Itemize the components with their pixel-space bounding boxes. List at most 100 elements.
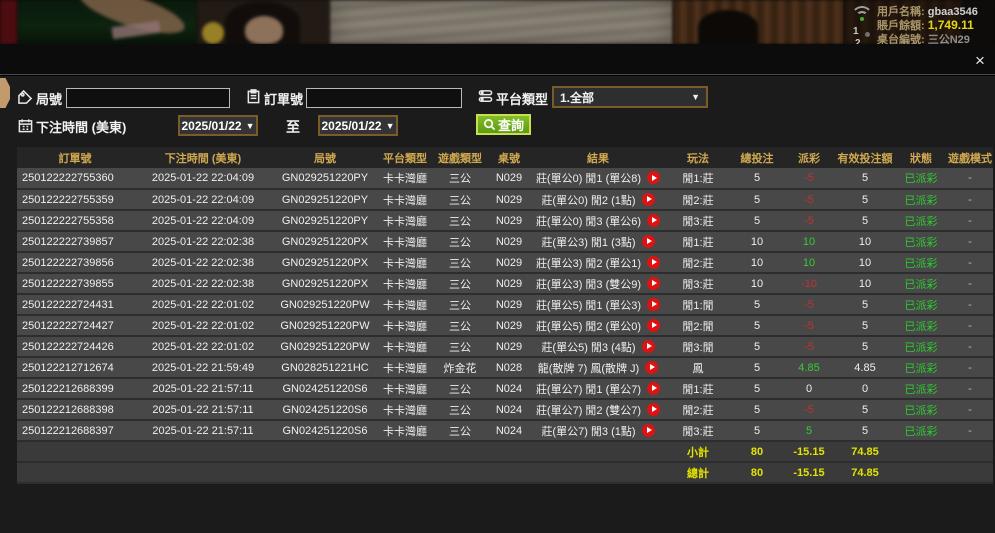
date-from-value: 2025/01/22 xyxy=(181,118,242,133)
play-video-icon[interactable] xyxy=(647,381,661,395)
play-video-icon[interactable] xyxy=(641,423,655,437)
list-marker-2: 2 xyxy=(855,38,861,44)
round-number-label: 局號 xyxy=(36,92,63,107)
table-number-line: 桌台編號: 三公N29 xyxy=(877,31,970,44)
result-text: 莊(單公3) 閒3 (雙公9) xyxy=(535,278,642,291)
bet-time-label: 下注時間 (美東) xyxy=(36,120,127,135)
grand-total-label: 總計 xyxy=(665,462,731,484)
play-video-icon[interactable] xyxy=(641,339,655,353)
column-header: 桌號 xyxy=(487,147,531,168)
play-video-icon[interactable] xyxy=(647,171,661,184)
account-info-panel: 1 2 用戶名稱: gbaa3546 賬戶餘額: 1,749.11 桌台編號: … xyxy=(843,0,995,44)
table-number-label: 桌台編號: xyxy=(877,34,925,44)
dialog-title-band xyxy=(0,44,995,75)
grand-total-payout: -15.15 xyxy=(783,462,835,484)
subtotal-label: 小計 xyxy=(665,441,731,463)
result-text: 莊(單公7) 閒3 (1點) xyxy=(541,425,636,438)
video-wall xyxy=(330,0,673,44)
date-to-picker[interactable]: 2025/01/22 ▼ xyxy=(318,115,398,136)
result-text: 莊(單公3) 閒2 (單公1) xyxy=(535,257,642,270)
username-value: gbaa3546 xyxy=(927,6,978,18)
play-video-icon[interactable] xyxy=(647,255,661,269)
order-number-label: 訂單號 xyxy=(264,92,304,107)
result-text: 莊(單公7) 閒2 (雙公7) xyxy=(535,404,642,417)
dealer-face xyxy=(245,16,283,44)
result-text: 莊(單公0) 閒2 (1點) xyxy=(541,194,636,207)
chevron-down-icon: ▼ xyxy=(385,120,395,131)
balance-line: 賬戶餘額: 1,749.11 xyxy=(877,17,974,33)
bet-record-row: 250122212712674 2025-01-22 21:59:49 GN0282… xyxy=(17,357,993,379)
play-video-icon[interactable] xyxy=(641,192,655,206)
clipboard-icon xyxy=(246,89,261,104)
chevron-down-icon: ▼ xyxy=(691,92,700,102)
column-header: 玩法 xyxy=(665,147,731,168)
result-text: 莊(單公0) 閒3 (單公6) xyxy=(535,215,642,228)
column-header: 有效投注額 xyxy=(835,147,895,168)
list-marker-1: 1 xyxy=(853,26,859,37)
balance-label: 賬戶餘額: xyxy=(877,20,925,32)
platform-type-select[interactable]: 1.全部 ▼ xyxy=(552,86,708,108)
bet-record-row: 250122222724431 2025-01-22 22:01:02 GN0292… xyxy=(17,294,993,316)
search-button[interactable]: 查詢 xyxy=(476,114,532,135)
column-header: 局號 xyxy=(273,147,377,168)
grand-total-row: 總計 80 -15.15 74.85 xyxy=(17,462,993,484)
list-marker-dot xyxy=(865,32,870,37)
table-number-value: 三公N29 xyxy=(927,34,970,44)
history-table-head-row: 訂單號 下注時間 (美東) 局號 平台類型 遊戲類型 桌號 結果 玩法 總投注 派彩 有效投注額 狀態… xyxy=(17,147,993,168)
grand-total-valid-bet: 74.85 xyxy=(835,462,895,484)
order-number-input[interactable] xyxy=(306,88,462,108)
video-dealer xyxy=(197,0,330,44)
column-header: 結果 xyxy=(531,147,665,168)
bet-record-row: 250122222739856 2025-01-22 22:02:38 GN0292… xyxy=(17,252,993,274)
subtotal-row: 小計 80 -15.15 74.85 xyxy=(17,441,993,463)
result-text: 莊(單公3) 閒1 (3點) xyxy=(541,236,636,249)
bet-record-row: 250122212688397 2025-01-22 21:57:11 GN0242… xyxy=(17,420,993,442)
column-header: 狀態 xyxy=(895,147,947,168)
bet-record-row: 250122222739857 2025-01-22 22:02:38 GN0292… xyxy=(17,231,993,253)
left-edge-tab[interactable] xyxy=(0,78,10,108)
subtotal-valid-bet: 74.85 xyxy=(835,441,895,463)
wifi-icon xyxy=(851,6,873,23)
column-header: 遊戲模式 xyxy=(947,147,993,168)
column-header: 訂單號 xyxy=(17,147,133,168)
bet-record-row: 250122222724427 2025-01-22 22:01:02 GN0292… xyxy=(17,315,993,337)
date-to-value: 2025/01/22 xyxy=(321,118,382,133)
live-video-strip: 1 2 用戶名稱: gbaa3546 賬戶餘額: 1,749.11 桌台編號: … xyxy=(0,0,995,44)
list-icon xyxy=(478,89,493,104)
column-header: 派彩 xyxy=(783,147,835,168)
platform-type-value: 1.全部 xyxy=(560,90,595,105)
play-video-icon[interactable] xyxy=(647,297,661,311)
play-video-icon[interactable] xyxy=(647,402,661,416)
username-line: 用戶名稱: gbaa3546 xyxy=(877,3,978,19)
column-header: 平台類型 xyxy=(377,147,433,168)
play-video-icon[interactable] xyxy=(647,213,661,227)
column-header: 下注時間 (美東) xyxy=(133,147,273,168)
play-video-icon[interactable] xyxy=(647,276,661,290)
to-label: 至 xyxy=(286,119,300,135)
grand-total-total-bet: 80 xyxy=(731,462,783,484)
video-dim-overlay xyxy=(0,0,995,44)
bet-history-table: 訂單號 下注時間 (美東) 局號 平台類型 遊戲類型 桌號 結果 玩法 總投注 派彩 有效投注額 狀態… xyxy=(17,147,993,484)
yellow-object xyxy=(202,22,224,44)
play-video-icon[interactable] xyxy=(645,360,659,374)
tag-icon xyxy=(18,89,33,105)
bet-record-row: 250122222724426 2025-01-22 22:01:02 GN0292… xyxy=(17,336,993,358)
subtotal-total-bet: 80 xyxy=(731,441,783,463)
platform-type-label: 平台類型 xyxy=(496,92,549,107)
play-video-icon[interactable] xyxy=(647,318,661,332)
result-text: 莊(單公5) 閒2 (單公0) xyxy=(535,320,642,333)
bet-record-row: 250122222755360 2025-01-22 22:04:09 GN0292… xyxy=(17,168,993,190)
balance-value: 1,749.11 xyxy=(927,18,974,32)
bet-history-dialog: 局號 訂單號 平台類型 1.全部 ▼ 下注時間 (美東) 2025/01/22 … xyxy=(0,76,995,533)
bet-record-row: 250122212688399 2025-01-22 21:57:11 GN0242… xyxy=(17,378,993,400)
round-number-input[interactable] xyxy=(66,88,230,108)
subtotal-payout: -15.15 xyxy=(783,441,835,463)
column-header: 遊戲類型 xyxy=(433,147,487,168)
player-silhouette xyxy=(698,10,758,44)
search-button-label: 查詢 xyxy=(498,118,525,133)
play-video-icon[interactable] xyxy=(641,234,655,248)
date-from-picker[interactable]: 2025/01/22 ▼ xyxy=(178,115,258,136)
close-icon[interactable]: × xyxy=(975,51,985,70)
bet-record-row: 250122222755359 2025-01-22 22:04:09 GN0292… xyxy=(17,189,993,211)
